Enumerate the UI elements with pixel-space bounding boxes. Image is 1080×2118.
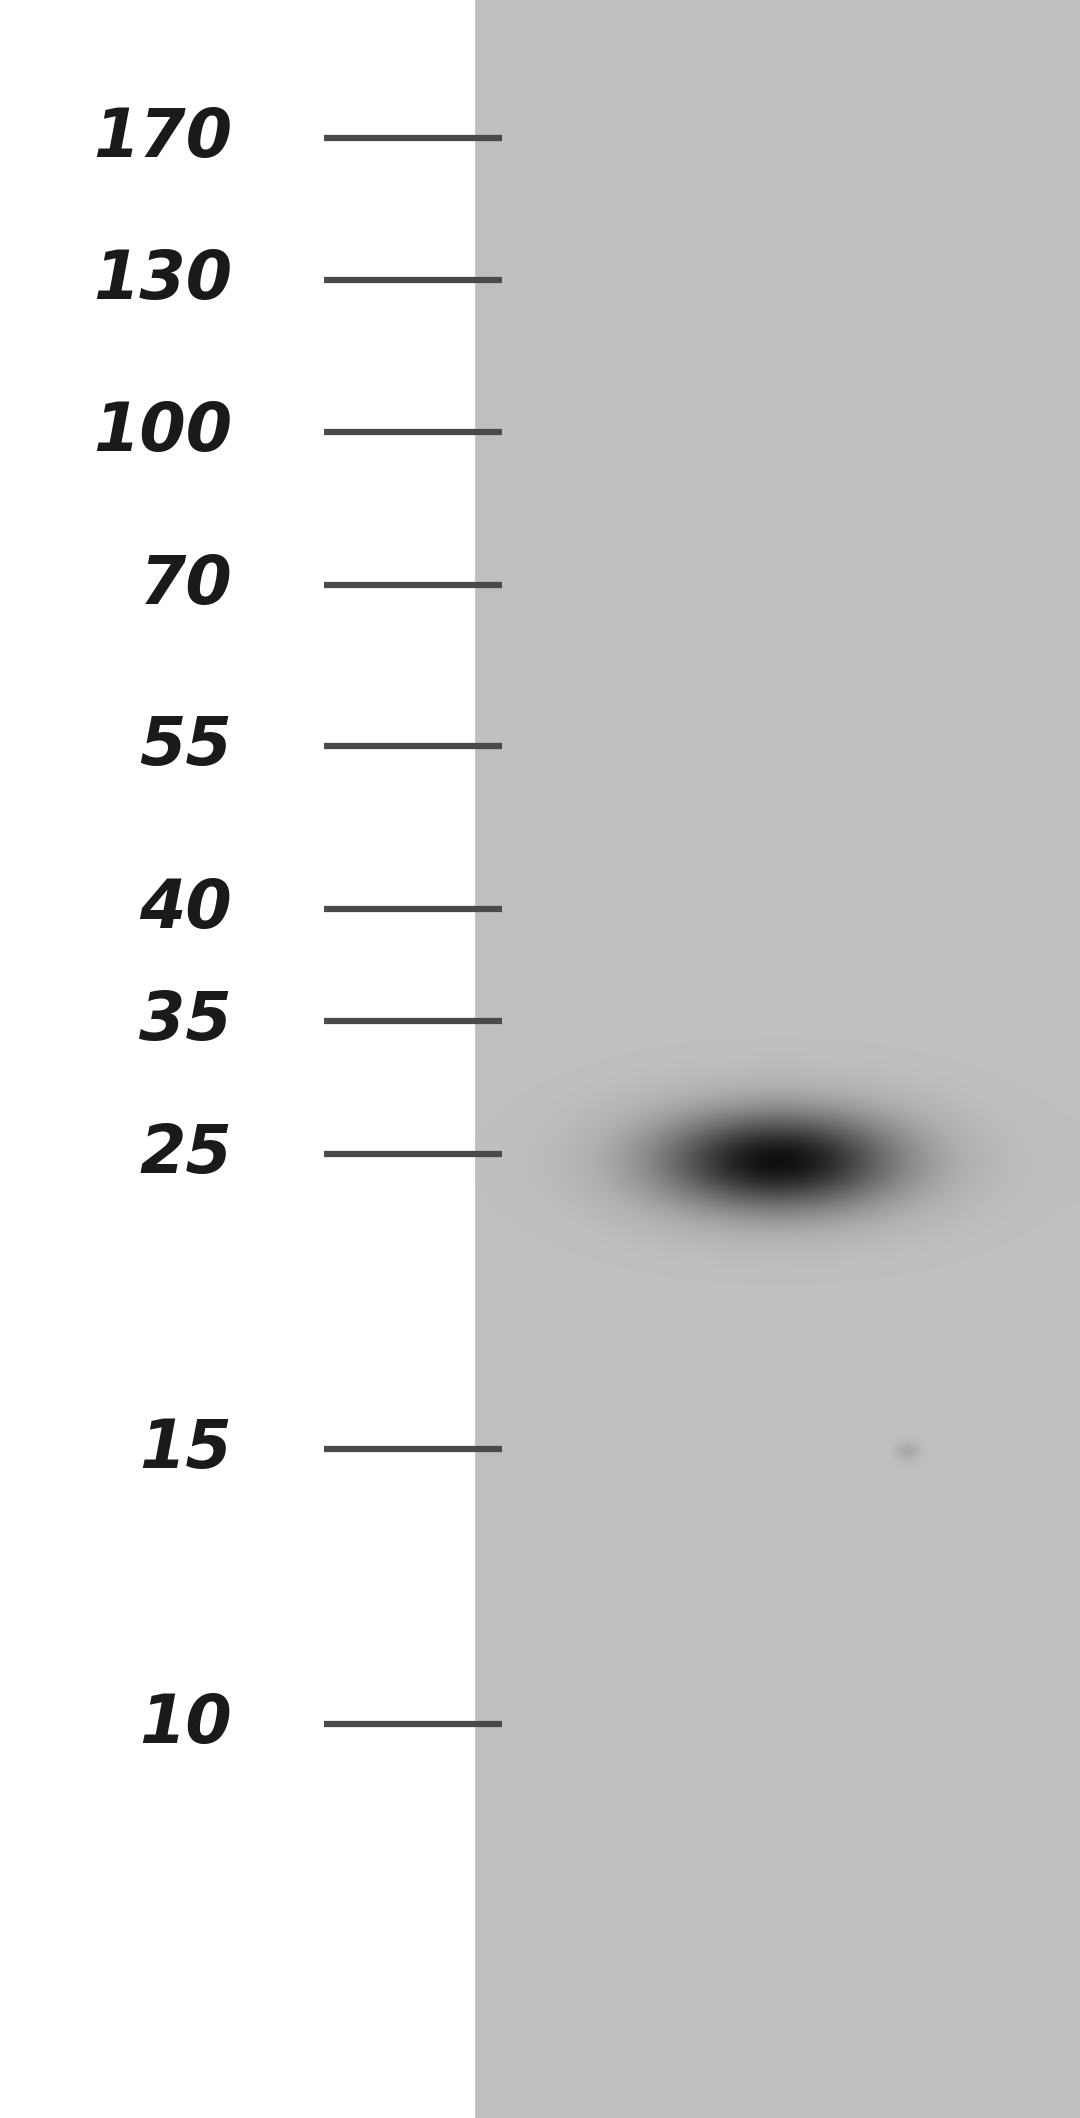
Text: 55: 55 [139, 712, 232, 779]
Text: 70: 70 [139, 551, 232, 618]
Text: 15: 15 [139, 1415, 232, 1483]
Text: 35: 35 [139, 987, 232, 1055]
Text: 100: 100 [93, 398, 232, 466]
FancyBboxPatch shape [0, 0, 475, 2118]
Text: 40: 40 [139, 875, 232, 943]
Text: 25: 25 [139, 1120, 232, 1188]
Text: 170: 170 [93, 104, 232, 172]
Text: 10: 10 [139, 1690, 232, 1758]
Text: 130: 130 [93, 246, 232, 313]
FancyBboxPatch shape [475, 0, 1080, 2118]
